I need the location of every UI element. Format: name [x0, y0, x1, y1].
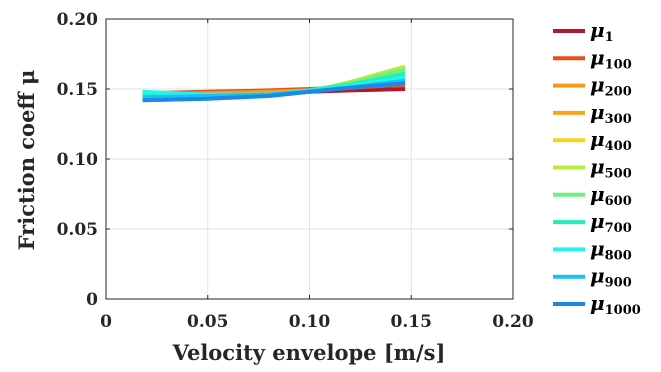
y-tick-label: 0: [86, 290, 98, 310]
legend-label: μ500: [590, 155, 632, 182]
legend-label: μ1: [590, 18, 614, 45]
legend-item-1000: μ1000: [553, 291, 641, 318]
x-tick-label: 0: [100, 312, 112, 332]
legend-label: μ1000: [590, 291, 641, 318]
legend-label: μ700: [590, 209, 632, 236]
series-line-1000: [142, 81, 406, 103]
x-tick-label: 0.15: [391, 312, 432, 332]
y-tick-label: 0.15: [57, 80, 98, 100]
x-axis-label: Velocity envelope [m/s]: [172, 340, 446, 365]
legend-item-1: μ1: [553, 18, 614, 45]
legend-label: μ300: [590, 100, 632, 127]
legend: μ1μ100μ200μ300μ400μ500μ600μ700μ800μ900μ1…: [553, 18, 641, 318]
legend-item-400: μ400: [553, 127, 632, 154]
legend-label: μ900: [590, 264, 632, 291]
legend-item-200: μ200: [553, 73, 632, 100]
x-tick-label: 0.10: [289, 312, 331, 332]
series-layer: [142, 64, 406, 103]
x-tick-label: 0.05: [187, 312, 228, 332]
legend-item-700: μ700: [553, 209, 632, 236]
legend-label: μ200: [590, 73, 632, 100]
legend-label: μ100: [590, 45, 632, 72]
legend-item-600: μ600: [553, 182, 632, 209]
legend-label: μ400: [590, 127, 632, 154]
legend-item-900: μ900: [553, 264, 632, 291]
legend-label: μ600: [590, 182, 632, 209]
grid: [106, 18, 514, 299]
x-tick-label: 0.20: [492, 312, 534, 332]
legend-label: μ800: [590, 236, 632, 263]
y-axis-label: Friction coeff μ: [14, 70, 39, 251]
y-tick-label: 0.20: [57, 10, 99, 30]
legend-item-300: μ300: [553, 100, 632, 127]
axes: [105, 18, 514, 300]
legend-item-100: μ100: [553, 45, 632, 72]
legend-item-800: μ800: [553, 236, 632, 263]
y-tick-label: 0.05: [57, 220, 98, 240]
tick-labels: 0 0.05 0.10 0.15 0.20 0 0.05 0.10 0.15 0.20: [57, 10, 534, 332]
legend-item-500: μ500: [553, 155, 632, 182]
y-tick-label: 0.10: [57, 150, 99, 170]
